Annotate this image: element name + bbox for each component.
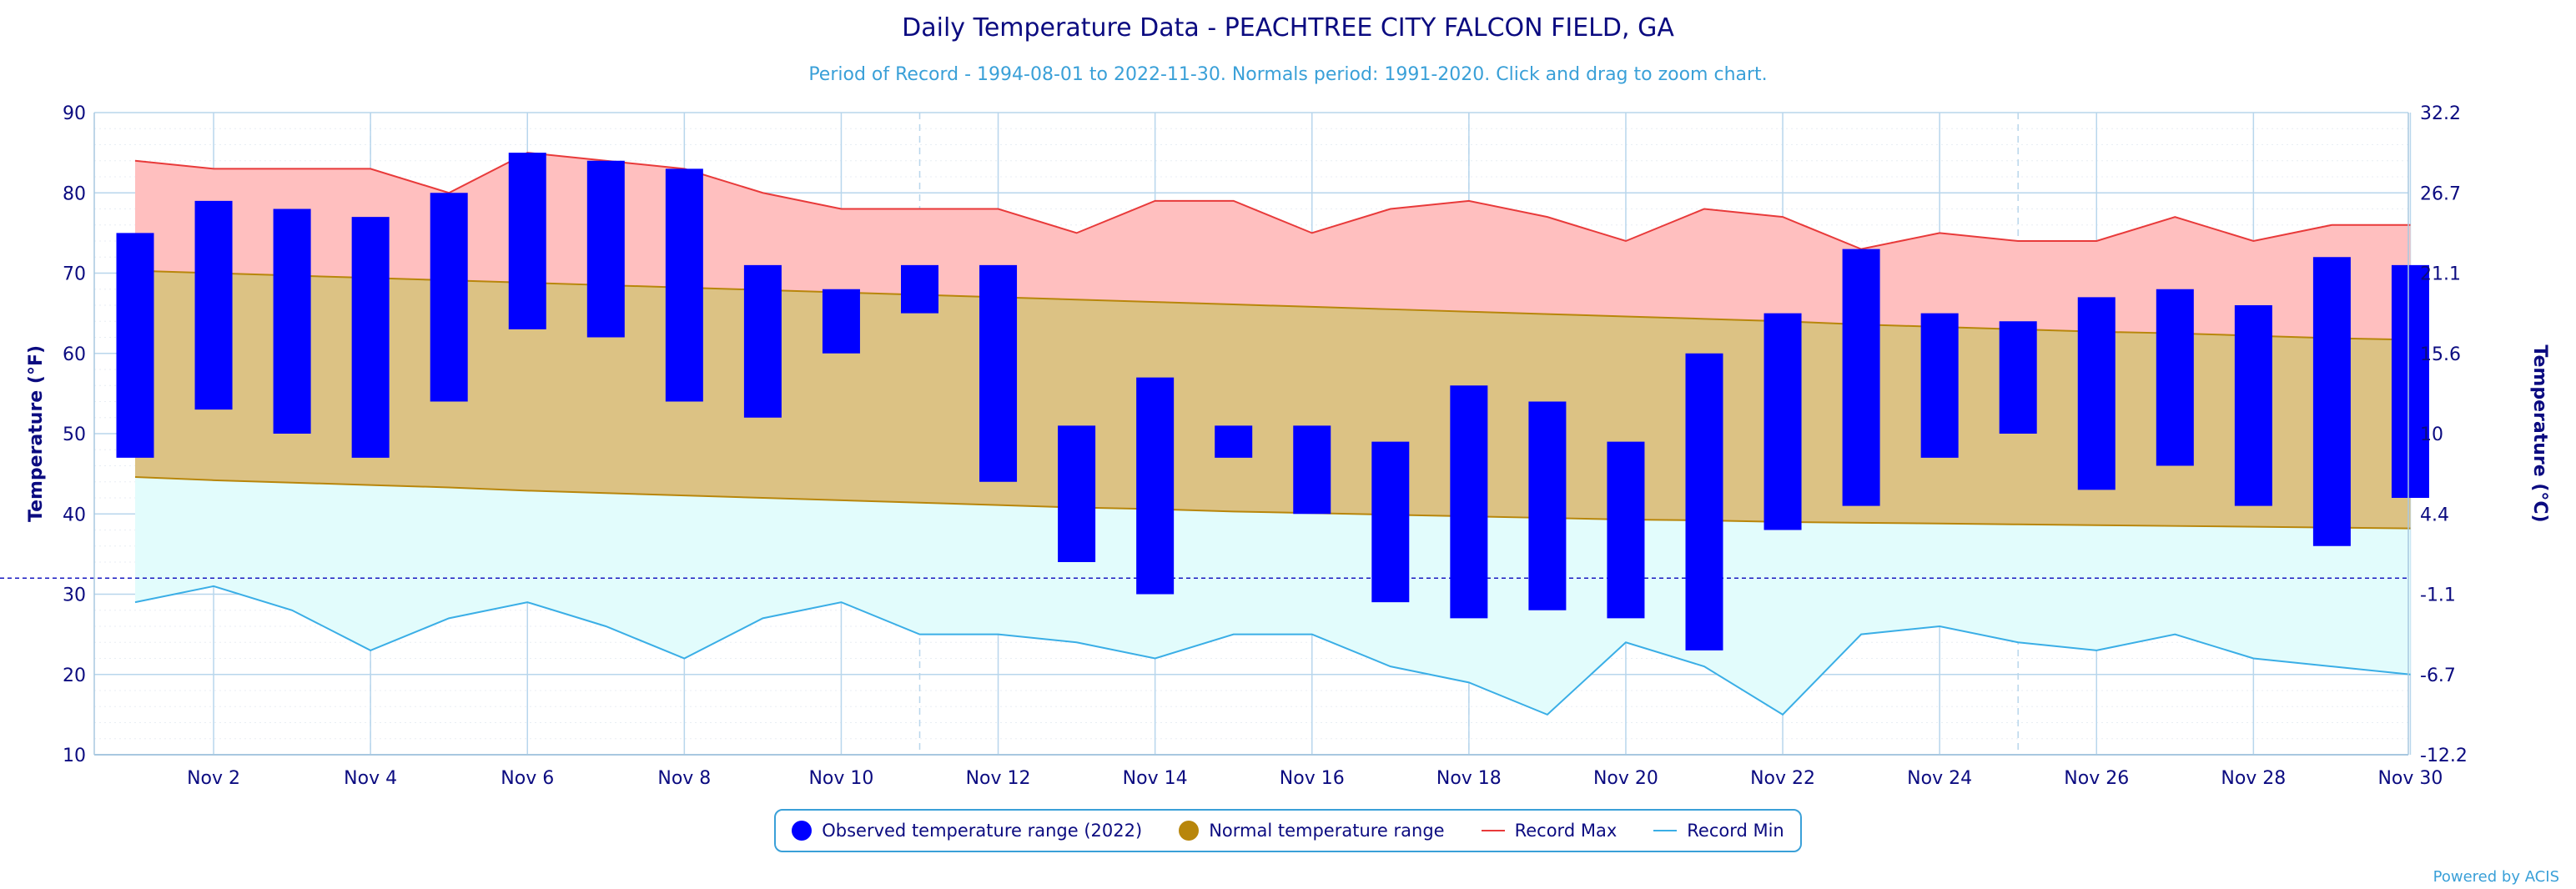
y-tick-label-right: -6.7 [2420,665,2456,686]
y-tick-label-left: 70 [63,264,86,285]
y-tick-label-right: 10 [2420,424,2443,445]
record-max-band [135,153,2411,340]
y-tick-label-left: 10 [63,746,86,766]
x-tick-label: Nov 6 [501,768,554,789]
x-tick-label: Nov 18 [1436,768,1502,789]
legend-label-normal: Normal temperature range [1209,821,1445,841]
x-tick-label: Nov 12 [966,768,1031,789]
chart-subtitle: Period of Record - 1994-08-01 to 2022-11… [808,64,1767,85]
observed-bar[interactable] [430,193,468,402]
observed-bar[interactable] [1215,425,1253,458]
x-tick-label: Nov 10 [808,768,873,789]
record-min-legend-marker [1653,830,1678,831]
x-tick-label: Nov 2 [187,768,240,789]
y-axis-title-right: Temperature (°C) [2529,344,2550,522]
normal-legend-marker [1179,821,1200,841]
observed-bar[interactable] [1920,313,1959,458]
observed-bars [116,153,2429,650]
observed-bar[interactable] [1763,313,1802,530]
y-tick-label-left: 90 [63,103,86,124]
observed-bar[interactable] [1450,385,1488,619]
chart-title: Daily Temperature Data - PEACHTREE CITY … [902,13,1674,43]
y-tick-label-right: 21.1 [2420,264,2461,285]
observed-bar[interactable] [1371,441,1410,603]
observed-bar[interactable] [901,264,938,314]
observed-bar[interactable] [1999,321,2037,434]
x-tick-label: Nov 26 [2064,768,2129,789]
y-tick-label-left: 50 [63,424,86,445]
observed-bar[interactable] [116,233,154,458]
record-min-band [135,476,2411,715]
record-min-line [134,585,2411,716]
x-tick-label: Nov 30 [2377,768,2443,789]
observed-bar[interactable] [1607,441,1645,619]
y-tick-label-right: 32.2 [2420,103,2461,124]
legend-label-record-min: Record Min [1687,821,1784,841]
x-tick-label: Nov 24 [1907,768,1972,789]
observed-bar[interactable] [1685,353,1723,650]
observed-bar[interactable] [2312,257,2351,546]
observed-bar[interactable] [2391,264,2429,498]
observed-bar[interactable] [979,264,1018,482]
x-tick-label: Nov 22 [1750,768,1815,789]
range-areas [135,153,2411,715]
y-tick-label-left: 40 [63,505,86,525]
observed-bar[interactable] [1842,249,1880,506]
legend-item-normal[interactable]: Normal temperature range [1179,821,1445,841]
y-tick-label-left: 60 [63,344,86,365]
x-tick-label: Nov 16 [1280,768,1345,789]
y-tick-label-right: -12.2 [2420,746,2468,766]
observed-bar[interactable] [822,289,860,354]
axes: 10 -12.2 20 -6.7 30 -1.1 40 4.4 50 10 60 15.6 70 21.1… [63,103,2468,789]
observed-bar[interactable] [586,160,625,338]
y-tick-label-left: 20 [63,665,86,686]
observed-bar[interactable] [1058,425,1096,562]
legend-item-record-max[interactable]: Record Max [1481,821,1618,841]
observed-bar[interactable] [194,200,233,410]
x-tick-label: Nov 4 [344,768,397,789]
x-tick-label: Nov 20 [1593,768,1658,789]
normal-low-line [134,475,2411,530]
observed-bar[interactable] [1136,377,1175,595]
legend-label-observed: Observed temperature range (2022) [822,821,1143,841]
observed-bar[interactable] [2156,289,2194,466]
y-tick-label-right: 26.7 [2420,183,2461,204]
observed-legend-marker [792,821,813,841]
legend-label-record-max: Record Max [1514,821,1618,841]
y-tick-label-right: 15.6 [2420,344,2461,365]
observed-bar[interactable] [508,153,546,329]
observed-bar[interactable] [1528,401,1567,610]
y-tick-label-left: 30 [63,585,86,606]
record-max-legend-marker [1481,830,1505,831]
legend-item-observed[interactable]: Observed temperature range (2022) [792,821,1142,841]
x-tick-label: Nov 28 [2221,768,2286,789]
y-tick-label-right: 4.4 [2420,505,2449,525]
x-tick-label: Nov 14 [1123,768,1188,789]
observed-bar[interactable] [2234,305,2272,506]
legend: Observed temperature range (2022) Normal… [774,809,1802,852]
observed-bar[interactable] [1293,425,1331,515]
observed-bar[interactable] [743,264,782,418]
y-axis-title-left: Temperature (°F) [26,345,47,522]
legend-item-record-min[interactable]: Record Min [1653,821,1784,841]
x-tick-label: Nov 8 [657,768,711,789]
credit-link[interactable]: Powered by ACIS [2433,868,2559,886]
y-tick-label-right: -1.1 [2420,585,2456,606]
observed-bar[interactable] [665,168,703,402]
normal-range-band [135,270,2411,529]
observed-bar[interactable] [273,208,311,434]
y-tick-label-left: 80 [63,183,86,204]
observed-bar[interactable] [351,217,390,458]
observed-bar[interactable] [2077,297,2116,490]
